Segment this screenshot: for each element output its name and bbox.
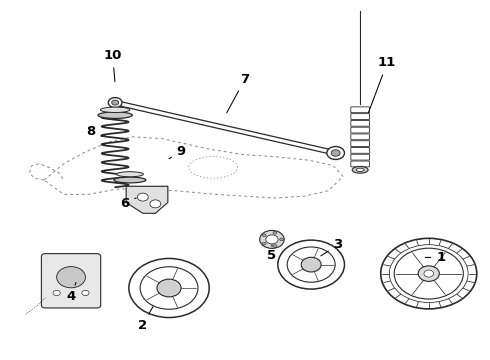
Ellipse shape xyxy=(114,177,146,183)
Circle shape xyxy=(424,270,434,277)
Circle shape xyxy=(82,290,89,296)
Text: 7: 7 xyxy=(227,73,249,113)
Circle shape xyxy=(331,150,340,156)
Text: 2: 2 xyxy=(138,307,153,332)
Circle shape xyxy=(137,193,148,201)
Circle shape xyxy=(112,100,119,105)
Circle shape xyxy=(262,242,266,245)
Text: 4: 4 xyxy=(67,283,76,303)
FancyBboxPatch shape xyxy=(351,161,369,167)
Circle shape xyxy=(273,245,277,247)
Circle shape xyxy=(262,234,266,237)
Text: 9: 9 xyxy=(169,145,186,159)
Polygon shape xyxy=(126,186,168,213)
FancyBboxPatch shape xyxy=(351,114,369,120)
FancyBboxPatch shape xyxy=(351,107,369,113)
Text: 6: 6 xyxy=(121,197,136,210)
Circle shape xyxy=(266,235,278,244)
Text: 3: 3 xyxy=(321,238,343,256)
Ellipse shape xyxy=(356,168,364,172)
FancyBboxPatch shape xyxy=(41,253,101,308)
FancyBboxPatch shape xyxy=(351,141,369,147)
Text: 10: 10 xyxy=(103,49,122,82)
Ellipse shape xyxy=(117,172,143,177)
Circle shape xyxy=(150,200,161,208)
FancyBboxPatch shape xyxy=(351,127,369,133)
FancyBboxPatch shape xyxy=(351,154,369,160)
Text: 5: 5 xyxy=(268,245,276,262)
Circle shape xyxy=(157,279,181,297)
Circle shape xyxy=(53,290,60,296)
Circle shape xyxy=(260,230,284,248)
Text: 11: 11 xyxy=(368,57,396,113)
Ellipse shape xyxy=(98,112,132,118)
FancyBboxPatch shape xyxy=(351,120,369,126)
Circle shape xyxy=(280,238,283,241)
Circle shape xyxy=(418,266,440,282)
FancyBboxPatch shape xyxy=(351,134,369,140)
Text: 1: 1 xyxy=(425,251,445,264)
Circle shape xyxy=(327,147,344,159)
Circle shape xyxy=(57,267,85,288)
FancyBboxPatch shape xyxy=(351,148,369,153)
Ellipse shape xyxy=(100,107,130,112)
Circle shape xyxy=(273,231,277,234)
Ellipse shape xyxy=(352,166,368,173)
Text: 8: 8 xyxy=(86,125,102,138)
Circle shape xyxy=(301,257,321,272)
Circle shape xyxy=(108,98,122,108)
